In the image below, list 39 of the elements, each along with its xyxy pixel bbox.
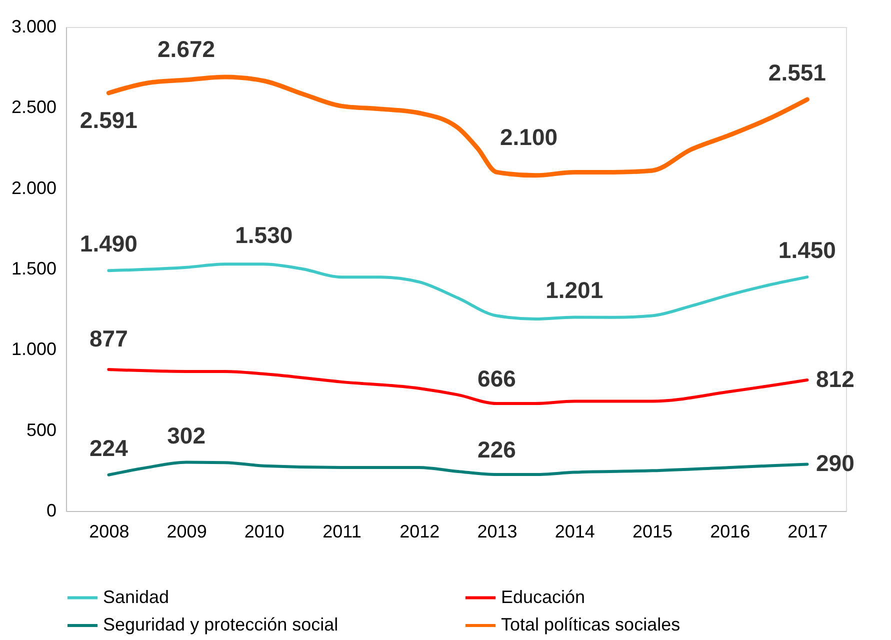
y-tick-label: 1.500 <box>11 258 56 278</box>
legend-label: Seguridad y protección social <box>103 614 338 634</box>
line-series <box>107 262 809 321</box>
x-tick-label: 2016 <box>710 522 750 542</box>
annotation: 226 <box>478 436 516 463</box>
annotation: 1.530 <box>235 222 293 248</box>
annotation: 302 <box>167 422 206 448</box>
x-tick-label: 2015 <box>632 522 672 542</box>
line-series <box>107 368 809 406</box>
y-tick-label: 3.000 <box>11 16 56 36</box>
x-tick-label: 2013 <box>477 522 518 542</box>
y-tick-label: 1.000 <box>11 339 56 360</box>
x-tick-label: 2012 <box>400 522 440 542</box>
x-tick-label: 2009 <box>166 522 207 542</box>
y-tick-label: 2.000 <box>11 178 56 198</box>
annotation: 1.450 <box>778 237 836 264</box>
annotation: 666 <box>478 366 516 392</box>
y-tick-label: 500 <box>26 420 56 440</box>
annotation: 1.490 <box>80 230 138 257</box>
annotation: 2.100 <box>500 124 558 150</box>
x-tick-label: 2008 <box>89 522 130 542</box>
annotation: 224 <box>90 434 128 461</box>
x-tick-label: 2010 <box>244 522 284 542</box>
annotation: 1.201 <box>546 277 604 304</box>
annotation: 2.672 <box>158 36 216 62</box>
annotation: 812 <box>816 366 854 392</box>
annotation: 2.591 <box>80 106 138 133</box>
annotation: 2.551 <box>768 59 826 86</box>
legend-label: Sanidad <box>103 586 170 607</box>
annotation: 290 <box>816 450 854 476</box>
y-tick-label: 2.500 <box>11 97 56 118</box>
legend-label: Total políticas sociales <box>501 614 680 634</box>
x-tick-label: 2014 <box>554 522 595 542</box>
annotation: 877 <box>90 326 128 352</box>
x-tick-label: 2011 <box>322 522 362 542</box>
line-series <box>107 460 809 476</box>
y-tick-label: 0 <box>46 500 56 520</box>
legend-label: Educación <box>501 586 586 607</box>
x-tick-label: 2017 <box>788 522 828 542</box>
